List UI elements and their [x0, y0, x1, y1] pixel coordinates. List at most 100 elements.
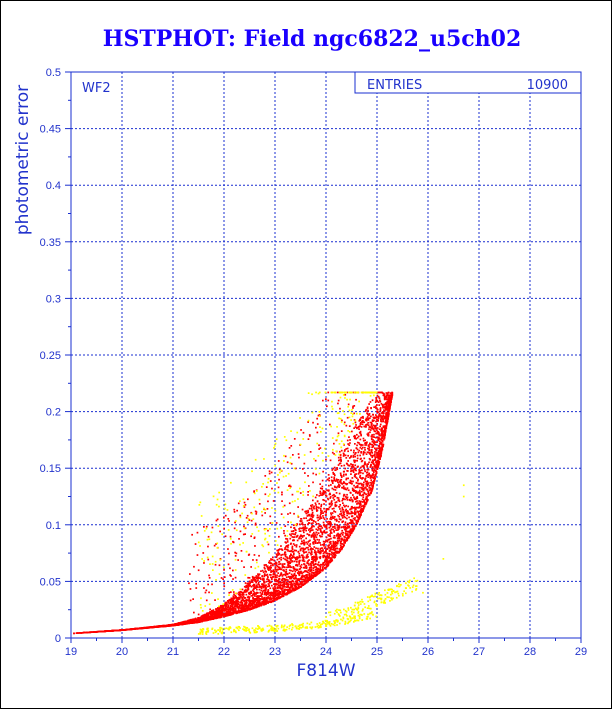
data-point [329, 505, 332, 508]
data-point [309, 545, 311, 548]
data-point [340, 532, 343, 535]
data-point [230, 600, 233, 602]
data-point [285, 578, 288, 581]
data-point [210, 613, 212, 616]
data-point [376, 410, 378, 413]
data-point [249, 604, 252, 607]
data-point [374, 425, 377, 428]
data-point [374, 457, 377, 460]
data-point [241, 607, 244, 610]
data-point [356, 441, 359, 444]
data-point [347, 454, 349, 457]
data-point [245, 584, 248, 587]
data-point [255, 575, 258, 577]
data-point [352, 522, 355, 524]
data-point [241, 593, 244, 596]
data-point [246, 599, 249, 601]
data-point [326, 564, 329, 566]
data-point [309, 548, 312, 551]
data-point [325, 511, 327, 514]
data-point [325, 566, 328, 569]
data-point [311, 509, 314, 512]
data-point [287, 592, 290, 595]
data-point [284, 558, 286, 561]
data-point [312, 562, 314, 564]
data-point [300, 535, 302, 537]
data-point [315, 507, 318, 510]
data-point [332, 480, 334, 482]
data-point [333, 556, 336, 558]
data-point [319, 490, 322, 493]
data-point [351, 515, 354, 518]
data-point [382, 425, 385, 428]
data-point [371, 466, 374, 468]
data-point [231, 605, 234, 608]
data-point [229, 605, 232, 607]
data-point [332, 548, 335, 550]
data-point [310, 535, 313, 538]
data-point [343, 538, 345, 541]
data-point [356, 497, 359, 500]
data-point [328, 506, 331, 509]
data-point [309, 579, 311, 581]
data-point [356, 484, 359, 487]
data-point [346, 514, 348, 517]
data-point [175, 623, 177, 626]
data-point [345, 496, 347, 498]
data-point [297, 587, 300, 589]
data-point [250, 590, 253, 593]
data-point [353, 506, 356, 509]
data-point [233, 608, 236, 610]
data-point [275, 570, 278, 573]
data-point [279, 593, 282, 595]
data-point [332, 471, 334, 474]
data-point [324, 567, 326, 570]
data-point [345, 473, 347, 476]
data-point [212, 611, 214, 614]
data-point [389, 394, 392, 397]
data-point [335, 518, 338, 521]
data-point [360, 505, 363, 507]
data-point [229, 614, 231, 616]
data-point [383, 437, 386, 440]
data-point [215, 608, 217, 610]
data-point [339, 457, 342, 459]
data-point [387, 406, 390, 409]
data-point [295, 580, 297, 582]
data-point [275, 583, 278, 586]
data-point [363, 505, 366, 508]
data-point [344, 498, 346, 501]
data-point [300, 518, 302, 520]
data-point [339, 458, 342, 461]
data-point [316, 542, 319, 544]
data-point [361, 477, 364, 479]
data-point [314, 533, 316, 536]
data-point [301, 554, 303, 557]
data-point [282, 585, 284, 588]
data-point [305, 551, 308, 553]
data-point [253, 578, 255, 580]
data-point [344, 521, 347, 524]
data-point [319, 552, 322, 555]
data-point [354, 468, 357, 470]
data-point [377, 462, 380, 465]
data-point [370, 435, 373, 438]
data-point [310, 550, 313, 552]
data-point [383, 403, 386, 406]
data-point [324, 541, 327, 543]
data-point [257, 603, 260, 606]
data-point [335, 547, 338, 550]
data-point [364, 449, 366, 451]
data-point [200, 618, 202, 620]
data-point [272, 588, 275, 591]
data-point [349, 499, 352, 502]
data-point [234, 611, 236, 614]
data-point [273, 595, 275, 597]
data-point [285, 568, 288, 571]
data-point [250, 592, 253, 594]
data-point [383, 436, 386, 439]
data-point [368, 444, 370, 446]
data-point [256, 588, 258, 591]
data-point [260, 589, 263, 592]
data-point [272, 591, 275, 594]
